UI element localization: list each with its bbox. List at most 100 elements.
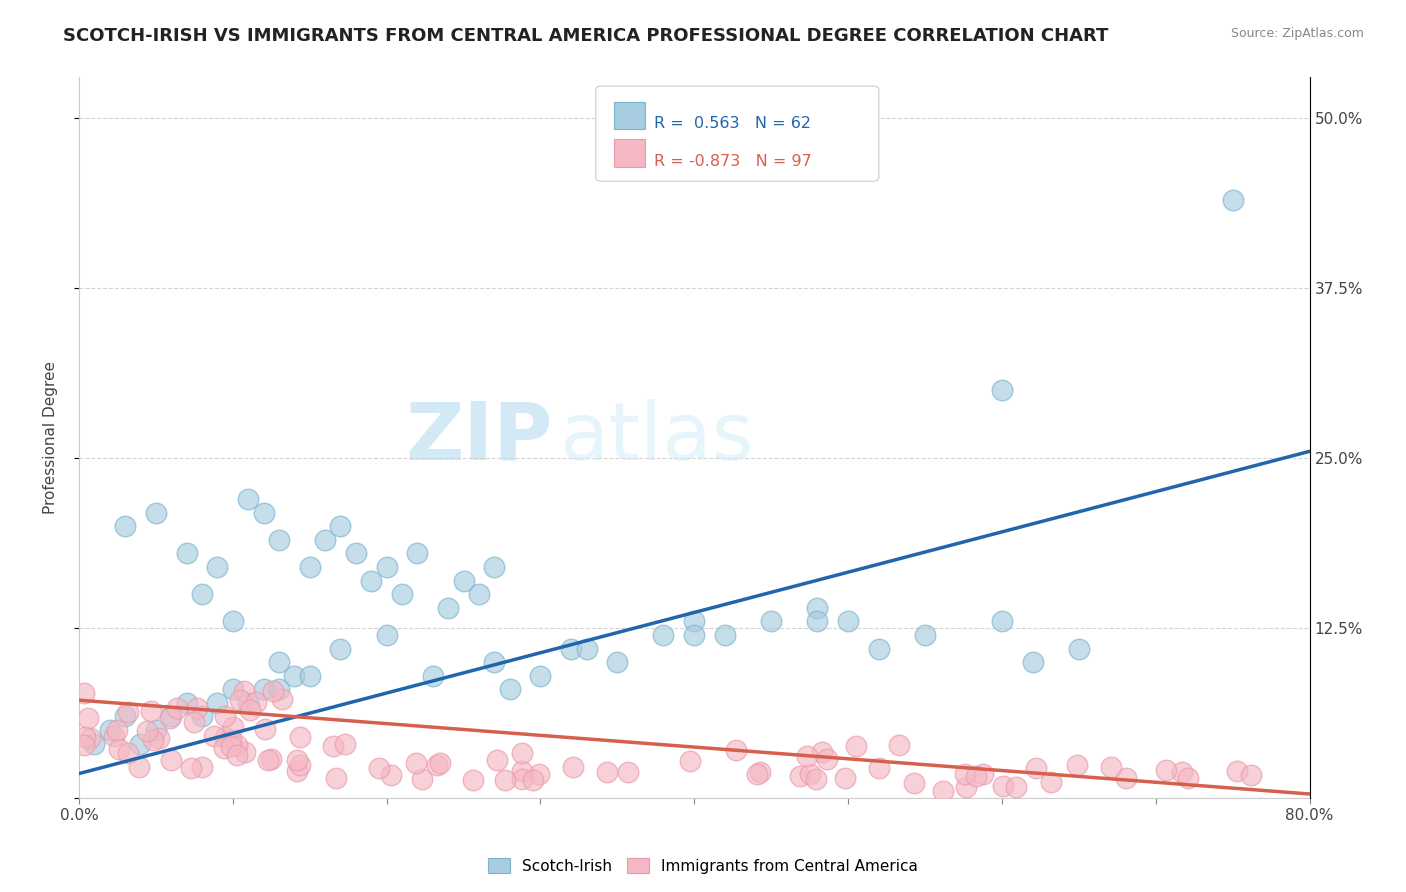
Point <box>267 533 290 547</box>
Text: SCOTCH-IRISH VS IMMIGRANTS FROM CENTRAL AMERICA PROFESSIONAL DEGREE CORRELATION : SCOTCH-IRISH VS IMMIGRANTS FROM CENTRAL … <box>63 27 1109 45</box>
Text: ZIP: ZIP <box>405 399 553 476</box>
Point <box>229 691 252 706</box>
Y-axis label: Professional Degree: Professional Degree <box>44 361 58 515</box>
Point <box>121 729 143 743</box>
Point <box>149 726 172 740</box>
Point <box>375 560 398 574</box>
Point <box>392 760 415 774</box>
Point <box>1066 757 1088 772</box>
Point <box>297 714 319 729</box>
Point <box>129 737 152 751</box>
Point <box>145 723 167 737</box>
Point <box>652 628 675 642</box>
Point <box>733 753 755 767</box>
Point <box>375 628 398 642</box>
Point <box>191 709 214 723</box>
Point <box>215 746 238 760</box>
Point <box>176 696 198 710</box>
Point <box>193 739 215 754</box>
Point <box>831 751 853 765</box>
Point <box>207 696 229 710</box>
Point <box>222 615 245 629</box>
Point <box>247 748 270 763</box>
Point <box>749 769 772 783</box>
Point <box>1049 780 1071 794</box>
Point <box>606 655 628 669</box>
Point <box>472 737 495 751</box>
Point <box>747 765 769 780</box>
Point <box>453 574 475 588</box>
Point <box>329 519 352 533</box>
Point <box>226 704 249 718</box>
Point <box>468 587 491 601</box>
Point <box>283 669 305 683</box>
Point <box>276 753 298 767</box>
Point <box>208 696 231 710</box>
Point <box>702 772 724 786</box>
Point <box>529 669 551 683</box>
Point <box>273 757 295 772</box>
Point <box>263 714 285 728</box>
Point <box>191 587 214 601</box>
Point <box>830 771 852 785</box>
Point <box>207 560 229 574</box>
Point <box>314 747 336 762</box>
Point <box>110 722 132 736</box>
Point <box>1091 769 1114 783</box>
Point <box>1084 766 1107 780</box>
Point <box>236 696 259 710</box>
Point <box>153 748 176 763</box>
Point <box>547 764 569 778</box>
Point <box>693 758 716 772</box>
Text: atlas: atlas <box>558 399 754 476</box>
Point <box>370 746 392 760</box>
Point <box>498 682 520 697</box>
Point <box>136 743 159 757</box>
Point <box>252 506 274 520</box>
Point <box>145 506 167 520</box>
Point <box>641 772 664 786</box>
Point <box>186 694 208 708</box>
Point <box>288 730 311 744</box>
Point <box>437 600 460 615</box>
Point <box>170 690 193 705</box>
Point <box>640 747 662 762</box>
Point <box>484 560 506 574</box>
Point <box>554 746 576 760</box>
Point <box>176 546 198 560</box>
Point <box>344 748 367 763</box>
Point <box>264 753 287 767</box>
Legend: Scotch-Irish, Immigrants from Central America: Scotch-Irish, Immigrants from Central Am… <box>482 852 924 880</box>
Point <box>267 682 290 697</box>
Point <box>98 723 121 737</box>
Point <box>252 682 274 697</box>
Point <box>927 784 949 798</box>
Point <box>298 669 321 683</box>
Point <box>876 766 898 780</box>
Point <box>247 735 270 749</box>
Point <box>422 669 444 683</box>
Point <box>626 756 648 770</box>
Point <box>463 745 485 759</box>
Point <box>675 768 697 782</box>
Text: Source: ZipAtlas.com: Source: ZipAtlas.com <box>1230 27 1364 40</box>
Point <box>914 628 936 642</box>
Point <box>292 747 315 762</box>
Point <box>114 683 136 698</box>
Point <box>1253 768 1275 782</box>
Point <box>267 655 290 669</box>
Point <box>714 628 737 642</box>
Point <box>484 655 506 669</box>
Point <box>1128 761 1150 775</box>
Point <box>225 724 247 739</box>
FancyBboxPatch shape <box>596 87 879 181</box>
Point <box>806 615 828 629</box>
Text: R = -0.873   N = 97: R = -0.873 N = 97 <box>654 153 811 169</box>
Point <box>344 546 367 560</box>
Point <box>844 756 866 770</box>
Point <box>367 772 389 786</box>
Point <box>219 729 242 743</box>
Point <box>1001 766 1024 780</box>
Point <box>114 709 136 723</box>
Point <box>316 765 339 780</box>
